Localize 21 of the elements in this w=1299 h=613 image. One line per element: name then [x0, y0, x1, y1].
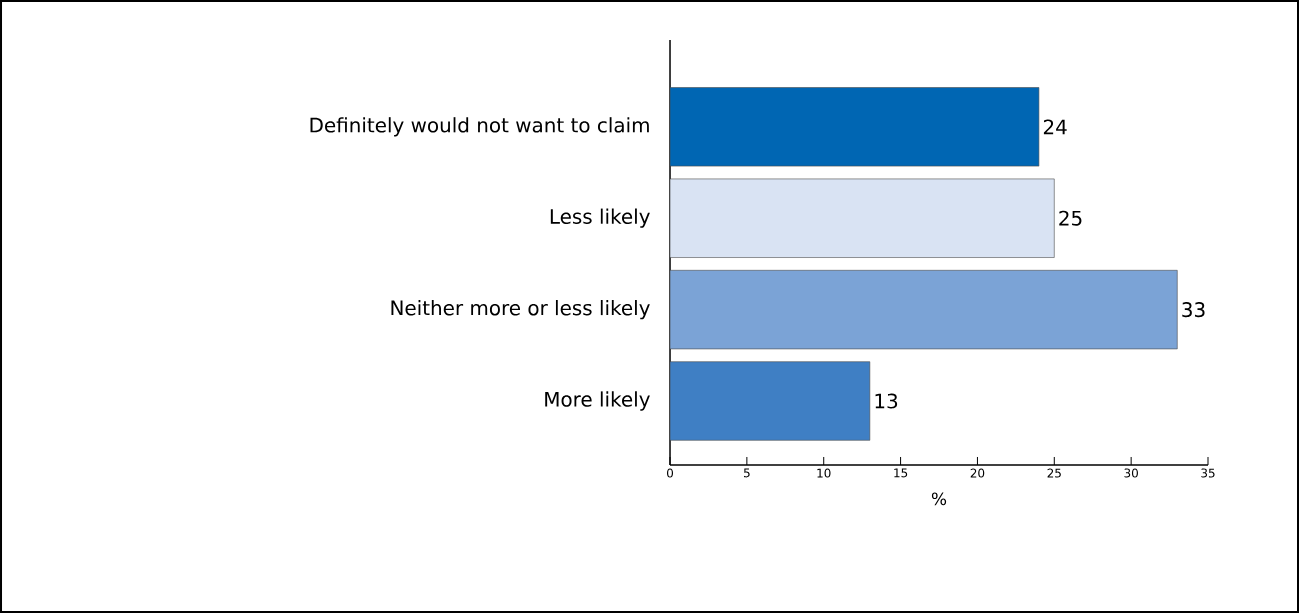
x-tick-label: 35: [1201, 468, 1215, 478]
y-tick-label: More likely: [545, 391, 650, 411]
bar: [669, 270, 1178, 350]
data-label: 24: [1043, 119, 1067, 135]
y-tick-label: Less likely: [550, 208, 650, 228]
x-tick-label: 30: [1124, 468, 1138, 478]
data-label: 13: [875, 393, 898, 409]
y-tick-label: Definitely would not want to claim: [310, 117, 649, 137]
x-tick-label: 15: [894, 468, 908, 478]
bar: [669, 178, 1055, 258]
bar: [669, 361, 871, 441]
x-tick-label: 5: [743, 468, 750, 478]
data-label: 33: [1182, 302, 1205, 318]
y-tick-label: Neither more or less likely: [391, 299, 650, 320]
x-tick-label: 25: [1047, 468, 1061, 478]
x-tick-label: 20: [970, 468, 985, 478]
x-tick-label: 10: [817, 468, 831, 478]
data-label: 25: [1059, 210, 1082, 226]
x-axis-title: %: [931, 492, 947, 506]
x-tick-label: 0: [666, 468, 674, 478]
bar: [669, 87, 1040, 167]
